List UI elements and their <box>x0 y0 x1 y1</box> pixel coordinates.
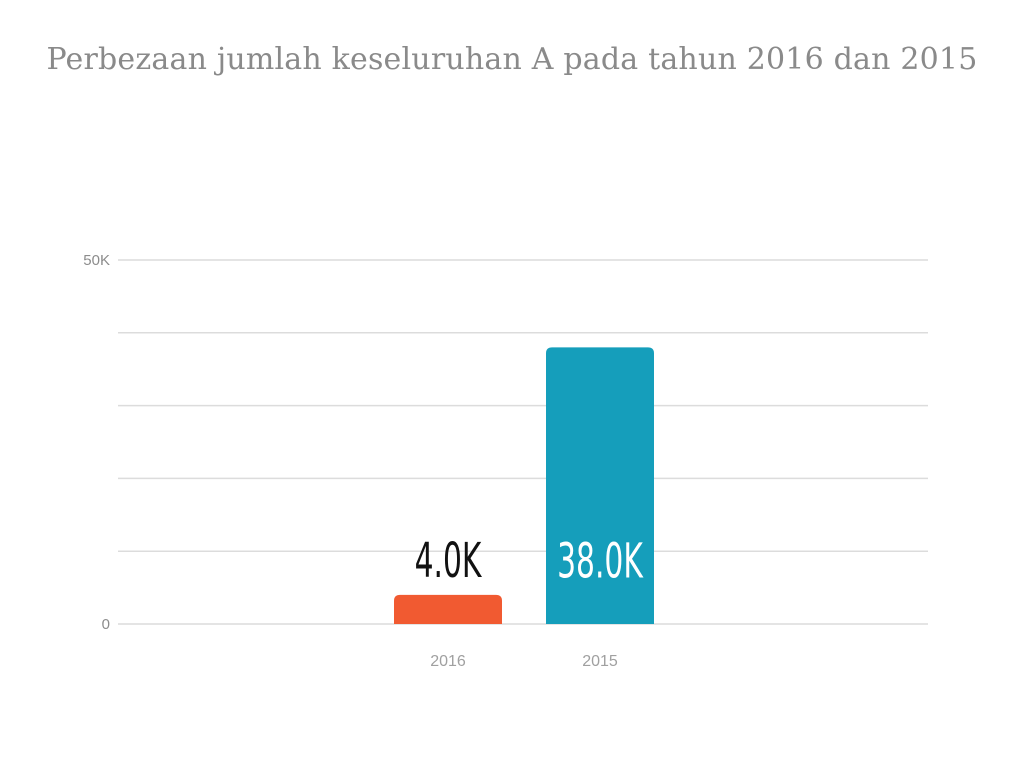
data-label-2016: 4.0K <box>415 534 483 589</box>
bars <box>394 347 654 624</box>
y-tick-label: 50K <box>83 252 110 269</box>
data-labels: 4.0K 38.0K <box>415 534 645 590</box>
chart-title: Perbezaan jumlah keseluruhan A pada tahu… <box>46 42 978 77</box>
x-category-label-2016: 2016 <box>430 653 466 670</box>
bar-2016 <box>394 594 502 624</box>
y-axis-ticks: 0 50K <box>83 252 110 633</box>
data-label-2015: 38.0K <box>557 534 644 589</box>
x-category-label-2015: 2015 <box>582 653 618 670</box>
y-tick-label: 0 <box>102 616 110 633</box>
bar-2015 <box>546 347 654 624</box>
x-axis-categories: 2016 2015 <box>430 653 618 670</box>
gridlines <box>118 259 928 625</box>
